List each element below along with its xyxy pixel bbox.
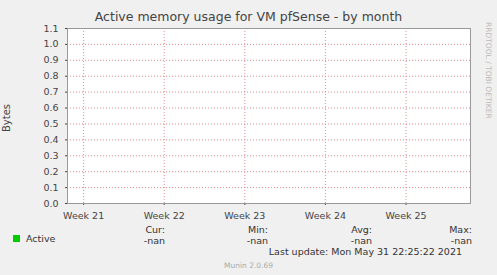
html-text:Bytes: Bytes	[1, 103, 12, 132]
html-text:Active memory usage for VM pfS: Active memory usage for VM pfSense - by …	[94, 9, 403, 24]
svg-text:0.5: 0.5	[43, 118, 58, 129]
svg-text:0.9: 0.9	[43, 54, 58, 65]
html-text:Avg:: Avg:	[351, 224, 372, 235]
svg-text:1.0: 1.0	[43, 38, 58, 49]
svg-text:0.3: 0.3	[43, 150, 58, 161]
svg-text:Week 25: Week 25	[385, 210, 426, 221]
svg-text:0.4: 0.4	[43, 134, 58, 145]
svg-text:Week 24: Week 24	[305, 210, 346, 221]
svg-text:0.6: 0.6	[43, 102, 58, 113]
svg-text:Week 22: Week 22	[144, 210, 185, 221]
html-text:-nan: -nan	[450, 235, 472, 246]
html-text:Cur:: Cur:	[145, 224, 165, 235]
html-text:RRDTOOL / TOBI OETIKER: RRDTOOL / TOBI OETIKER	[484, 22, 493, 119]
svg-text:1.1: 1.1	[43, 23, 58, 34]
html-text:-nan: -nan	[246, 235, 268, 246]
html-text:Last update: Mon May 31 22:25:: Last update: Mon May 31 22:25:22 2021	[268, 246, 462, 257]
html-text:Active: Active	[26, 233, 56, 244]
svg-text:0.0: 0.0	[43, 198, 58, 209]
html-text:Munin 2.0.69: Munin 2.0.69	[224, 261, 273, 270]
html-text:-nan: -nan	[143, 235, 165, 246]
svg-text:0.8: 0.8	[43, 70, 58, 81]
html-text:Max:: Max:	[449, 224, 472, 235]
svg-text:0.2: 0.2	[43, 166, 58, 177]
svg-text:Week 21: Week 21	[63, 210, 104, 221]
html-text:Min:: Min:	[247, 224, 268, 235]
html-text:-nan: -nan	[350, 235, 372, 246]
svg-text:0.1: 0.1	[43, 182, 58, 193]
svg-text:Week 23: Week 23	[224, 210, 265, 221]
svg-text:0.7: 0.7	[43, 86, 58, 97]
